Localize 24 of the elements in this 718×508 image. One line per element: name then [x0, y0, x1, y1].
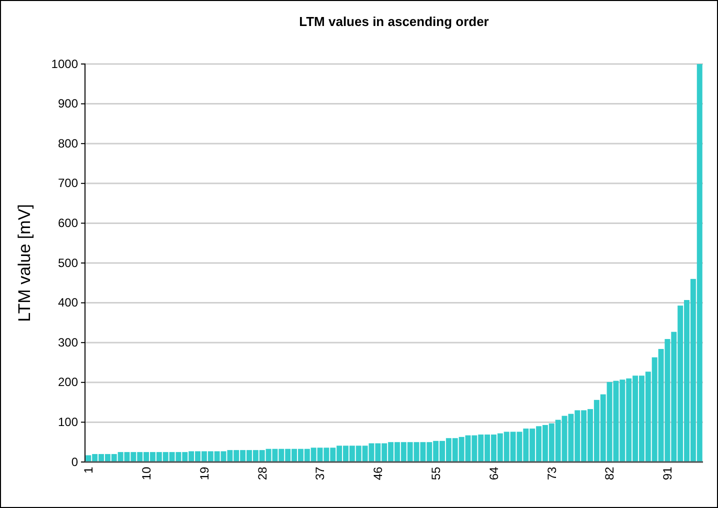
y-tick-label: 800 [58, 136, 78, 150]
x-tick-label: 82 [602, 466, 617, 480]
y-tick-label: 300 [58, 335, 78, 350]
y-tick-label: 600 [58, 216, 78, 230]
y-tick-label: 1000 [51, 56, 78, 71]
x-tick-label: 91 [660, 466, 675, 480]
x-tick-label: 10 [139, 466, 154, 480]
y-tick-label: 0 [71, 454, 78, 469]
x-tick-label: 55 [429, 466, 444, 480]
y-tick-label: 700 [58, 176, 78, 190]
x-tick-label: 1 [82, 466, 96, 474]
x-tick-label: 46 [371, 466, 386, 480]
y-tick-label: 100 [58, 415, 78, 430]
x-tick-label: 28 [255, 466, 270, 480]
y-tick-label: 500 [58, 256, 78, 270]
x-tick-label: 37 [313, 466, 328, 480]
chart-title: LTM values in ascending order [299, 14, 489, 29]
y-axis-title: LTM value [mV] [15, 204, 34, 322]
y-tick-label: 200 [58, 375, 78, 390]
x-tick-label: 64 [486, 466, 501, 480]
x-tick-label: 19 [197, 466, 212, 480]
y-tick-label: 900 [58, 96, 78, 111]
x-tick-label: 73 [544, 466, 559, 480]
y-tick-label: 400 [58, 296, 78, 310]
